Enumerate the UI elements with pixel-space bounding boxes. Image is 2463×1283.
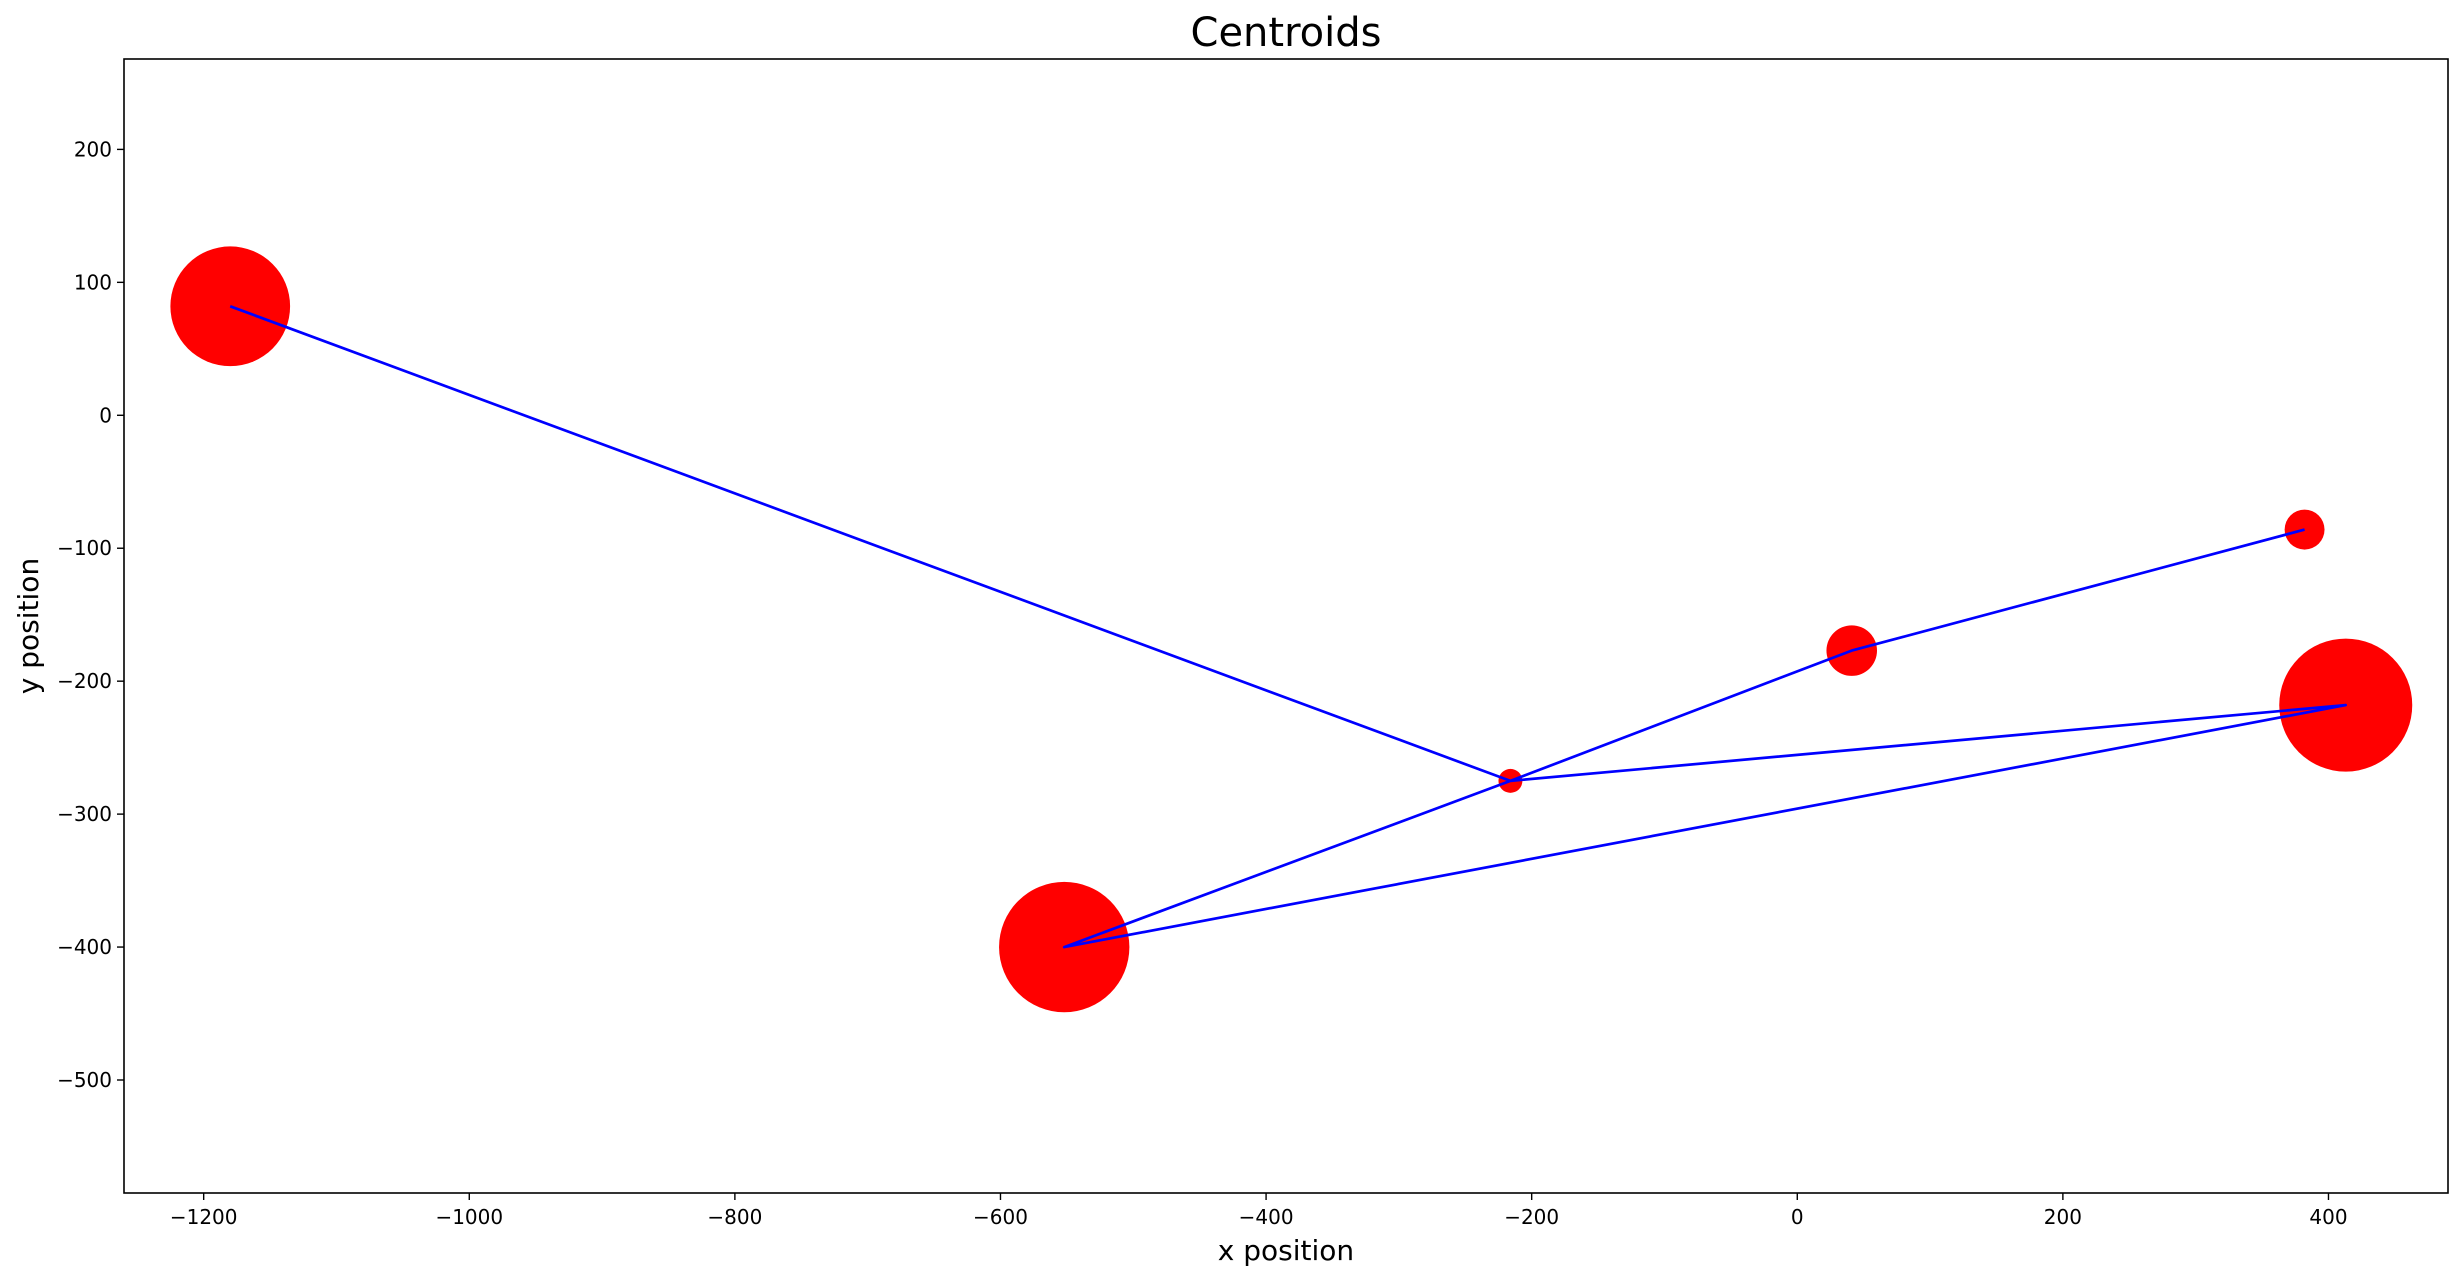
y-axis-label: y position	[12, 558, 45, 694]
y-tick-label: −200	[57, 669, 112, 693]
x-tick-label: −1200	[170, 1205, 238, 1229]
x-tick-label: −600	[973, 1205, 1028, 1229]
x-tick-label: 400	[2309, 1205, 2347, 1229]
marks-layer	[170, 246, 2413, 1013]
x-tick-label: −800	[707, 1205, 762, 1229]
x-tick-label: −400	[1239, 1205, 1294, 1229]
x-tick-label: 0	[1791, 1205, 1804, 1229]
chart-title: Centroids	[1191, 10, 1382, 56]
y-tick-label: −500	[57, 1068, 112, 1092]
y-tick-label: 200	[74, 137, 112, 161]
x-tick-label: −1000	[435, 1205, 503, 1229]
y-tick-label: 100	[74, 270, 112, 294]
y-tick-label: −300	[57, 802, 112, 826]
axes-layer: −1200 −1000 −800 −600 −400 −200 0 200 400 200 100 0…	[57, 58, 2449, 1229]
centroid-path-line	[229, 305, 2348, 949]
y-tick-label: −400	[57, 935, 112, 959]
x-tick-label: 200	[2044, 1205, 2082, 1229]
y-tick-label: 0	[99, 403, 112, 427]
plot-frame	[123, 58, 2449, 1194]
x-axis-label: x position	[1218, 1234, 1354, 1267]
x-tick-label: −200	[1504, 1205, 1559, 1229]
y-tick-label: −100	[57, 536, 112, 560]
